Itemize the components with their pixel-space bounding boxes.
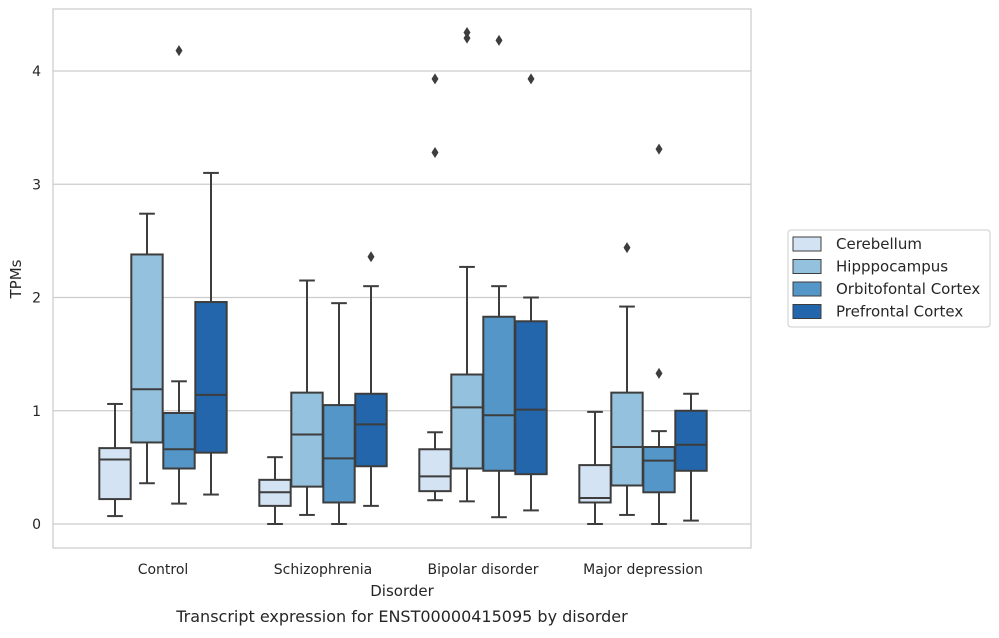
y-tick-label: 2 — [32, 291, 41, 307]
outlier-point — [175, 45, 183, 57]
box-iqr — [642, 445, 676, 494]
x-tick-label: Control — [138, 562, 189, 578]
chart-caption: Transcript expression for ENST0000041509… — [175, 607, 628, 626]
y-tick-label: 1 — [32, 404, 41, 420]
legend-swatch — [792, 281, 822, 297]
box-series-group — [98, 26, 708, 525]
series-hipppocampus — [130, 26, 644, 516]
x-axis-title: Disorder — [370, 582, 434, 600]
legend-label: Hipppocampus — [836, 258, 948, 276]
box-element — [418, 73, 452, 502]
x-tick-label: Bipolar disorder — [427, 562, 538, 578]
box-iqr — [674, 409, 708, 472]
outlier-point — [527, 73, 535, 85]
series-orbitofontal-cortex — [162, 34, 676, 525]
box-element — [642, 143, 676, 525]
box-iqr — [450, 373, 484, 470]
outlier-point — [463, 32, 471, 44]
box-iqr — [514, 320, 548, 476]
box-iqr — [354, 392, 388, 468]
outlier-point — [463, 26, 471, 38]
outlier-point — [431, 147, 439, 159]
box-element — [130, 212, 164, 485]
x-tick-label: Major depression — [583, 562, 703, 578]
box-element — [514, 73, 548, 512]
legend-label: Prefrontal Cortex — [836, 303, 963, 321]
box-element — [674, 392, 708, 522]
box-element — [194, 171, 228, 496]
box-element — [354, 251, 388, 507]
outlier-point — [367, 251, 375, 263]
box-element — [450, 26, 484, 503]
box-iqr — [578, 464, 612, 504]
box-element — [322, 302, 356, 525]
outlier-point — [655, 143, 663, 155]
box-iqr — [418, 448, 452, 493]
box-iqr — [322, 404, 356, 504]
outlier-point — [623, 242, 631, 254]
box-element — [290, 279, 324, 516]
y-tick-label: 0 — [32, 517, 41, 533]
y-tick-label: 3 — [32, 177, 41, 193]
series-prefrontal-cortex — [194, 73, 708, 522]
legend-frame — [787, 229, 991, 328]
box-iqr — [290, 391, 324, 488]
legend-swatch — [792, 259, 822, 274]
box-element — [578, 410, 612, 525]
box-iqr — [98, 447, 132, 501]
outlier-point — [495, 34, 503, 46]
box-element — [258, 456, 292, 525]
box-iqr — [162, 412, 196, 470]
legend: Cerebellum Hipppocampus Orbitofontal Corte… — [787, 229, 991, 328]
box-iqr — [482, 315, 516, 472]
legend-label: Orbitofontal Cortex — [836, 280, 980, 298]
box-element — [610, 242, 644, 516]
x-tick-label: Schizophrenia — [274, 562, 372, 578]
legend-swatch — [792, 304, 822, 319]
x-axis-ticks: Control Schizophrenia Bipolar disorder Majo… — [138, 562, 703, 578]
outlier-point — [655, 367, 663, 379]
y-tick-label: 4 — [32, 64, 41, 80]
legend-label: Cerebellum — [836, 235, 922, 253]
box-iqr — [130, 253, 164, 444]
box-iqr — [610, 391, 644, 487]
y-axis-title: TPMs — [7, 259, 25, 299]
series-cerebellum — [98, 73, 612, 525]
box-iqr — [194, 301, 228, 454]
legend-swatch — [792, 236, 822, 252]
outlier-point — [431, 73, 439, 85]
y-axis-ticks: 0 1 2 3 4 — [32, 64, 41, 533]
box-element — [482, 34, 516, 519]
plot-area-frame — [52, 8, 752, 549]
box-element — [162, 45, 196, 505]
box-element — [98, 402, 132, 518]
